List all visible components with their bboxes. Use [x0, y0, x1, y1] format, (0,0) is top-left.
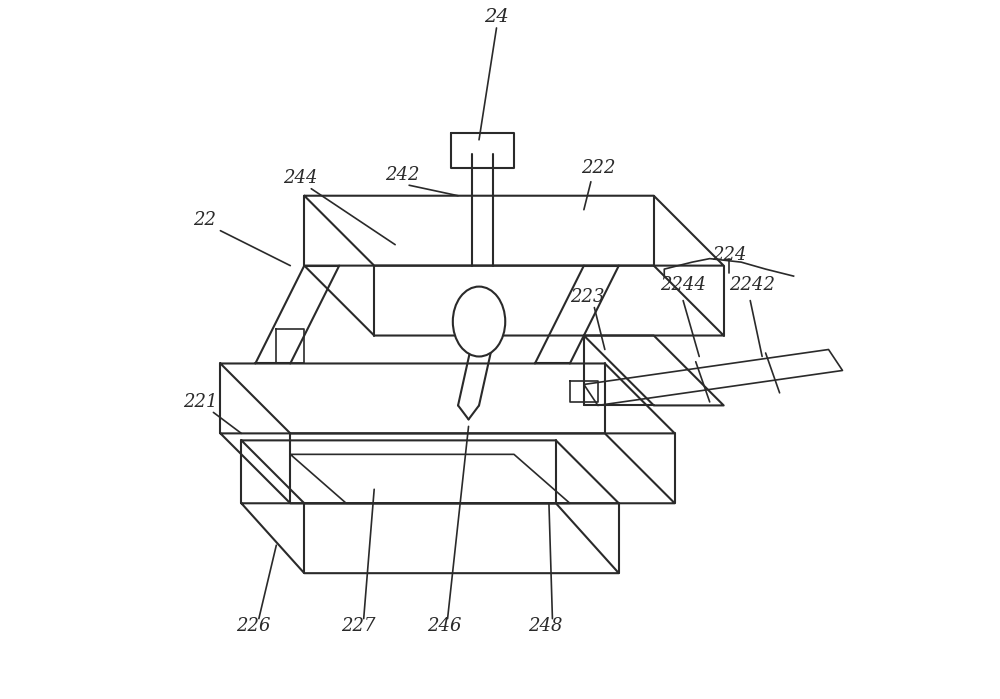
- Text: 227: 227: [341, 617, 375, 635]
- Polygon shape: [241, 503, 619, 573]
- Polygon shape: [451, 133, 514, 168]
- Text: 248: 248: [528, 617, 563, 635]
- Text: 22: 22: [194, 211, 217, 229]
- Polygon shape: [304, 266, 724, 336]
- Text: 24: 24: [484, 8, 509, 27]
- Polygon shape: [220, 433, 675, 503]
- Text: 226: 226: [236, 617, 271, 635]
- Text: 244: 244: [284, 169, 318, 187]
- Polygon shape: [304, 196, 724, 266]
- Text: 221: 221: [184, 393, 218, 411]
- Text: 222: 222: [581, 159, 615, 177]
- Text: 2242: 2242: [729, 276, 775, 294]
- Ellipse shape: [453, 287, 505, 356]
- Text: 242: 242: [385, 166, 419, 184]
- Text: 246: 246: [427, 617, 461, 635]
- Text: 223: 223: [570, 288, 605, 306]
- Polygon shape: [276, 329, 304, 363]
- Polygon shape: [570, 381, 598, 402]
- Polygon shape: [220, 363, 675, 433]
- Polygon shape: [584, 350, 843, 405]
- Text: 224: 224: [712, 246, 747, 264]
- Text: 2244: 2244: [660, 276, 706, 294]
- Polygon shape: [584, 336, 724, 405]
- Polygon shape: [241, 440, 619, 503]
